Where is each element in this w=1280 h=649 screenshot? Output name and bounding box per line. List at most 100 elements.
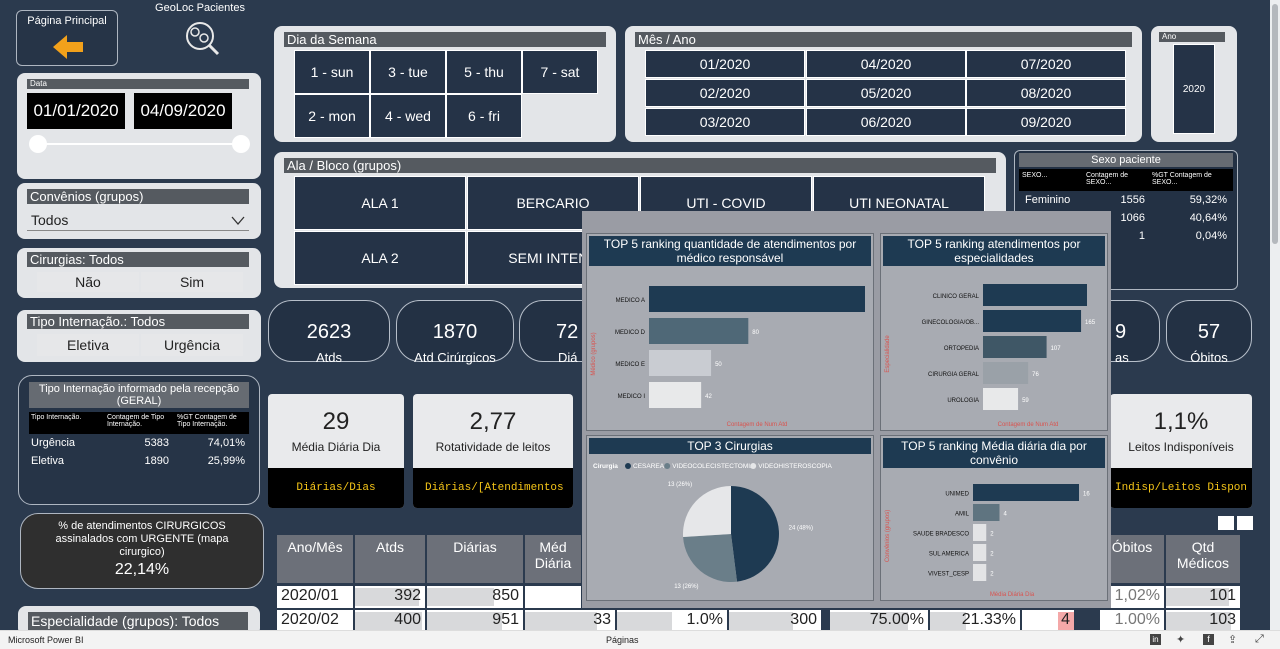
grid-header-atds[interactable]: Atds (355, 535, 425, 583)
home-button[interactable]: Página Principal (16, 10, 118, 66)
tipo-option-eletiva[interactable]: Eletiva (37, 334, 139, 356)
bar (649, 350, 712, 376)
fullscreen-icon[interactable]: ⤢ (1255, 633, 1264, 645)
pie-data-label: 24 (48%) (789, 526, 813, 532)
dia-option[interactable]: 4 - wed (370, 94, 446, 138)
share-icon[interactable]: ⇪ (1228, 634, 1238, 646)
table-row: Urgência 5383 74,01% (29, 434, 249, 452)
ano-option-2020[interactable]: 2020 (1173, 44, 1215, 134)
tipo-option-urgencia[interactable]: Urgência (141, 334, 243, 356)
grid-header-med-diaria[interactable]: Méd Diária (525, 535, 581, 583)
bar-data-label: 2 (990, 532, 994, 538)
toggle-square-2[interactable] (1237, 516, 1253, 530)
legend-title: Cirurgia (593, 463, 618, 470)
date-slider-handle-start[interactable] (29, 135, 47, 153)
kpi-obitos: 57 Óbitos (1166, 300, 1252, 365)
cirurgias-slicer: Cirurgias: Todos Não Sim (17, 248, 261, 298)
cell: Eletiva (31, 455, 65, 467)
grid-bar (525, 612, 597, 630)
cell-text: 400 (394, 611, 421, 628)
cirurgias-option-nao[interactable]: Não (37, 272, 139, 292)
grid-bar (427, 612, 502, 630)
chart-especialidade-svg: CLINICO GERAL GINECOLOGIA/OB... 165 ORTOPED… (885, 284, 1096, 428)
kpi-media-diaria: 29 Média Diária Dia Diárias/Dias (268, 394, 404, 508)
bar (983, 388, 1019, 410)
dia-option[interactable]: 5 - thu (446, 50, 522, 94)
grid-cell-diarias: 850 (427, 586, 523, 608)
col-header[interactable]: Contagem de SEXO... (1086, 172, 1129, 186)
cell-text: 1.0% (686, 611, 723, 628)
brain-location-icon (186, 22, 220, 56)
mes-option[interactable]: 01/2020 (645, 50, 805, 78)
vertical-scrollbar[interactable] (1270, 0, 1280, 630)
mes-option[interactable]: 02/2020 (645, 79, 805, 107)
y-axis-label: Especialidade (885, 335, 891, 373)
facebook-icon[interactable]: f (1203, 634, 1214, 645)
mes-option[interactable]: 07/2020 (966, 50, 1126, 78)
mes-option[interactable]: 05/2020 (806, 79, 966, 107)
date-slider-handle-end[interactable] (232, 135, 250, 153)
convenios-slicer: Convênios (grupos) Todos (17, 183, 261, 239)
grid-header-qtd-medicos[interactable]: Qtd Médicos (1166, 535, 1240, 583)
col-header[interactable]: Tipo Internação. (31, 414, 82, 421)
grid-header-ano-mes[interactable]: Ano/Mês (277, 535, 353, 583)
chart-medico: TOP 5 ranking quantidade de atendimentos… (586, 233, 874, 431)
bar-data-label: 2 (990, 572, 994, 578)
ala-option[interactable]: ALA 2 (294, 231, 466, 285)
cell-text: 101 (1209, 587, 1236, 604)
mes-option[interactable]: 08/2020 (966, 79, 1126, 107)
kpi-label: Atd Cirúrgicos (414, 350, 496, 365)
pages-button[interactable]: Páginas (606, 635, 639, 645)
bar-category-label: SAUDE BRADESCO (913, 532, 969, 538)
cell-text: 103 (1209, 611, 1236, 628)
dia-option[interactable]: 3 - tue (370, 50, 446, 94)
bar-category-label: UROLOGIA (947, 398, 979, 404)
twitter-icon[interactable]: ✦ (1176, 634, 1186, 646)
chart-convenio: TOP 5 ranking Média diária dia por convê… (880, 435, 1108, 601)
grid-header-diarias[interactable]: Diárias (427, 535, 523, 583)
ala-option[interactable]: ALA 1 (294, 176, 466, 230)
legend-marker (664, 463, 671, 469)
sexo-headers: SEXO... Contagem de SEXO... %GT Contagem… (1019, 169, 1233, 191)
chart-title: TOP 5 ranking quantidade de atendimentos… (589, 236, 871, 266)
grid-cell-diarias: 951 (427, 610, 523, 630)
bar-category-label: SUL AMERICA (929, 552, 969, 558)
bar-category-label: MEDICO D (615, 330, 646, 336)
mes-option[interactable]: 06/2020 (806, 108, 966, 136)
grid-bar (729, 612, 794, 630)
dia-option[interactable]: 1 - sun (294, 50, 370, 94)
toggle-square-1[interactable] (1218, 516, 1234, 530)
cell: 40,64% (1189, 212, 1227, 224)
mes-option[interactable]: 09/2020 (966, 108, 1126, 136)
kpi-value: 1,1% (1153, 408, 1209, 435)
report-canvas: Página Principal GeoLoc Pacientes Data 0… (0, 0, 1270, 630)
dia-option[interactable]: 7 - sat (522, 50, 598, 94)
date-slider-track (37, 143, 241, 145)
bar-data-label: 59 (1022, 398, 1029, 404)
chart-convenio-svg: UNIMED 16 AMIL 4 SAUDE BRADESCO 2 SUL AMERICA 2… (885, 484, 1090, 598)
mes-option[interactable]: 03/2020 (645, 108, 805, 136)
cirurgias-option-sim[interactable]: Sim (141, 272, 243, 292)
tipo-recepcao-headers: Tipo Internação. Contagem de Tipo Intern… (29, 412, 249, 434)
dia-option[interactable]: 6 - fri (446, 94, 522, 138)
kpi-label: Atds (315, 350, 342, 365)
date-start-input[interactable]: 01/01/2020 (27, 93, 125, 129)
col-header[interactable]: Contagem de Tipo Internação. (107, 414, 165, 428)
col-header[interactable]: SEXO... (1022, 172, 1048, 179)
col-header[interactable]: %GT Contagem de SEXO... (1152, 172, 1212, 186)
chart-cirurgias-svg: Cirurgia CESAREA VIDEOCOLECISTECTOMIA VIDEO… (593, 463, 833, 590)
y-axis-label: Médico (grupos) (591, 332, 597, 375)
mes-option[interactable]: 04/2020 (806, 50, 966, 78)
geoloc-button[interactable]: GeoLoc Pacientes (150, 2, 250, 58)
bar-data-label: 107 (1051, 346, 1062, 352)
date-end-input[interactable]: 04/09/2020 (134, 93, 232, 129)
bar-category-label: GINECOLOGIA/OB... (922, 320, 980, 326)
col-header[interactable]: %GT Contagem de Tipo Internação. (177, 414, 237, 428)
dia-option[interactable]: 2 - mon (294, 94, 370, 138)
scroll-thumb[interactable] (1272, 4, 1278, 244)
tipo-internacao-header: Tipo Internação.: Todos (27, 314, 249, 329)
linkedin-icon[interactable]: in (1150, 634, 1161, 645)
grid-cell-medicos: 101 (1166, 586, 1240, 608)
pct-urgente-label: % de atendimentos CIRURGICOS assinalados… (55, 520, 229, 558)
convenios-dropdown[interactable]: Todos (27, 209, 249, 231)
